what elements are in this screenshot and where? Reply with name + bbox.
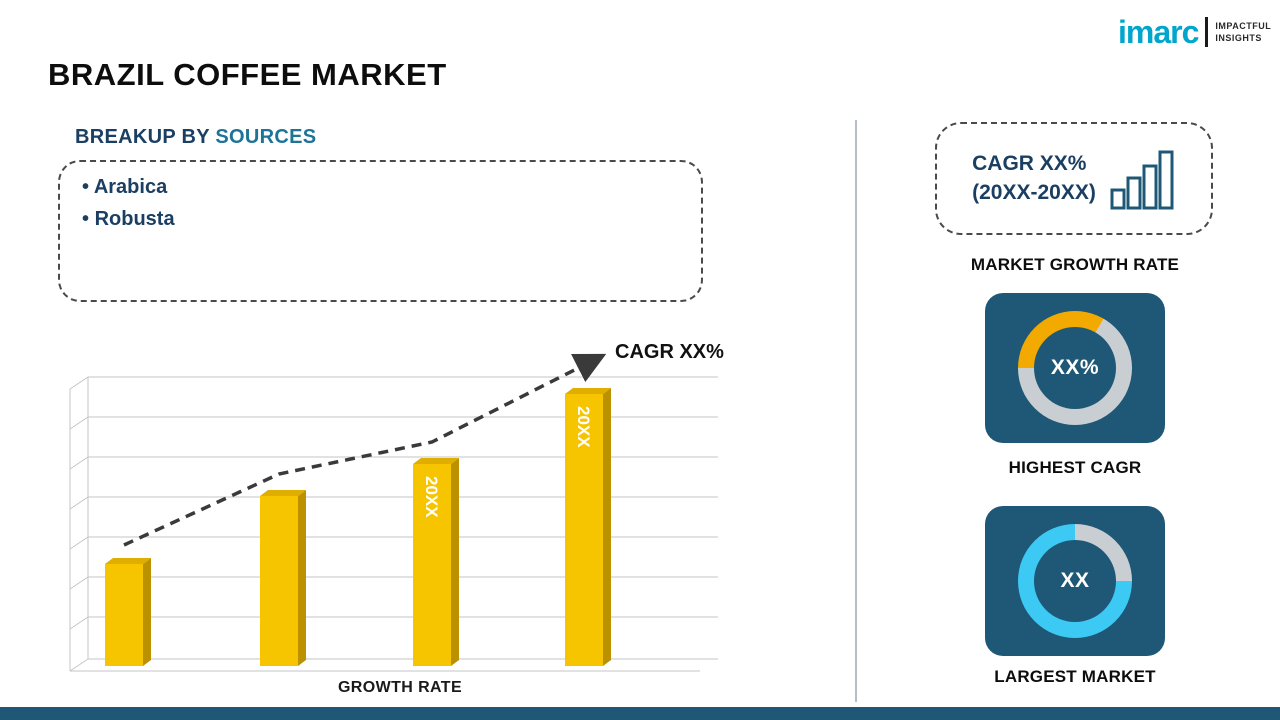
growth-rate-chart: 20XX 20XX xyxy=(60,332,740,682)
bar-label: 20XX xyxy=(574,406,593,448)
source-item: Robusta xyxy=(82,208,701,231)
cagr-box-line1: CAGR XX% xyxy=(972,152,1087,176)
vertical-divider xyxy=(855,120,857,702)
logo-brand: imarc xyxy=(1118,14,1199,50)
cagr-box-line2: (20XX-20XX) xyxy=(972,180,1096,204)
largest-market-value: XX xyxy=(1060,569,1090,592)
imarc-logo: imarc IMPACTFUL INSIGHTS xyxy=(1118,16,1271,48)
market-growth-rate-label: MARKET GROWTH RATE xyxy=(970,255,1180,274)
bar-chart-icon xyxy=(1110,150,1174,209)
highest-cagr-tile: XX% xyxy=(985,293,1165,443)
breakup-heading-prefix: BREAKUP BY xyxy=(75,126,216,148)
bar: 20XX xyxy=(565,388,611,666)
logo-divider xyxy=(1205,17,1209,47)
largest-market-donut: XX xyxy=(1018,524,1132,638)
breakup-heading: BREAKUP BY SOURCES xyxy=(75,126,316,149)
growth-rate-chart-svg: 20XX 20XX xyxy=(69,353,718,672)
logo-tagline-line2: INSIGHTS xyxy=(1215,33,1262,43)
footer-strip xyxy=(0,707,1280,720)
sources-list: Arabica Robusta xyxy=(60,176,701,231)
largest-market-label: LARGEST MARKET xyxy=(994,667,1156,686)
x-axis-label: GROWTH RATE xyxy=(337,679,463,696)
highest-cagr-value: XX% xyxy=(1050,356,1100,379)
bar: 20XX xyxy=(413,458,459,666)
logo-tagline: IMPACTFUL INSIGHTS xyxy=(1215,20,1271,44)
highest-cagr-label: HIGHEST CAGR xyxy=(1008,458,1142,477)
sources-box: Arabica Robusta xyxy=(58,160,703,302)
highest-cagr-donut: XX% xyxy=(1018,311,1132,425)
cagr-box: CAGR XX% (20XX-20XX) xyxy=(935,122,1213,235)
largest-market-tile: XX xyxy=(985,506,1165,656)
source-item: Arabica xyxy=(82,176,701,199)
bar xyxy=(260,490,306,666)
logo-tagline-line1: IMPACTFUL xyxy=(1215,20,1272,31)
bar-label: 20XX xyxy=(422,476,441,518)
cagr-trend-label: CAGR XX% xyxy=(615,341,724,363)
page-title: BRAZIL COFFEE MARKET xyxy=(48,57,447,92)
bar xyxy=(105,558,151,666)
trend-arrow xyxy=(123,353,607,547)
chart-grid xyxy=(69,376,718,672)
cagr-box-text: CAGR XX% (20XX-20XX) xyxy=(972,150,1096,207)
breakup-heading-accent: SOURCES xyxy=(215,126,317,148)
